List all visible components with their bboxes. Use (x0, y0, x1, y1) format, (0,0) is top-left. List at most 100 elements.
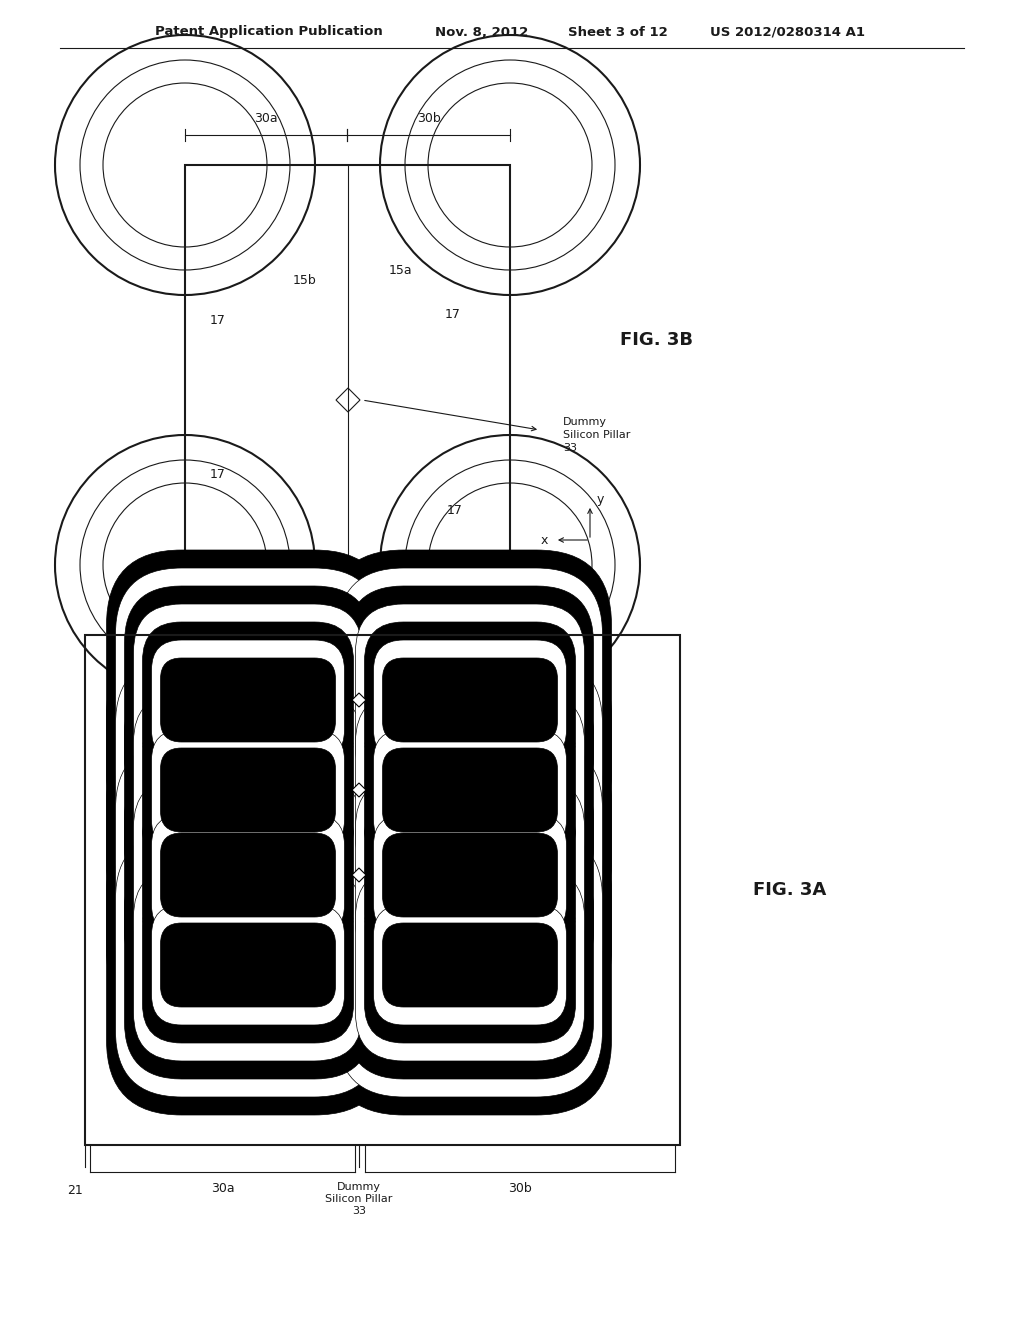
Text: 17: 17 (447, 503, 463, 516)
FancyBboxPatch shape (346, 586, 594, 814)
FancyBboxPatch shape (142, 622, 353, 777)
FancyBboxPatch shape (383, 748, 557, 832)
FancyBboxPatch shape (106, 725, 389, 1026)
FancyBboxPatch shape (116, 743, 381, 1007)
Text: 15b: 15b (113, 582, 123, 602)
FancyBboxPatch shape (142, 797, 353, 953)
Text: 15a: 15a (132, 582, 142, 602)
Text: 19b: 19b (454, 582, 464, 602)
Text: Patent Application Publication: Patent Application Publication (155, 25, 383, 38)
Polygon shape (352, 783, 366, 797)
FancyBboxPatch shape (152, 906, 344, 1026)
FancyBboxPatch shape (125, 676, 372, 904)
FancyBboxPatch shape (329, 725, 611, 1026)
FancyBboxPatch shape (355, 779, 585, 972)
Text: Dummy: Dummy (563, 417, 607, 426)
FancyBboxPatch shape (346, 851, 594, 1078)
Text: 18b: 18b (416, 582, 426, 602)
FancyBboxPatch shape (329, 640, 611, 940)
FancyBboxPatch shape (116, 833, 381, 1097)
FancyBboxPatch shape (374, 640, 566, 760)
Text: 18b: 18b (191, 582, 201, 602)
FancyBboxPatch shape (329, 814, 611, 1115)
Text: 18a: 18a (172, 582, 182, 602)
FancyBboxPatch shape (383, 923, 557, 1007)
Text: 30a: 30a (254, 112, 278, 125)
FancyBboxPatch shape (365, 887, 575, 1043)
FancyBboxPatch shape (338, 743, 602, 1007)
FancyBboxPatch shape (152, 730, 344, 850)
FancyBboxPatch shape (383, 657, 557, 742)
Text: x: x (541, 533, 548, 546)
FancyBboxPatch shape (133, 694, 362, 886)
Text: Nov. 8, 2012: Nov. 8, 2012 (435, 25, 528, 38)
Text: 19a: 19a (210, 582, 220, 602)
FancyBboxPatch shape (133, 869, 362, 1061)
Text: 30b: 30b (508, 1181, 531, 1195)
FancyBboxPatch shape (374, 730, 566, 850)
Text: FIG. 3B: FIG. 3B (620, 331, 693, 348)
FancyBboxPatch shape (374, 814, 566, 935)
FancyBboxPatch shape (355, 605, 585, 796)
Text: 15b: 15b (293, 273, 316, 286)
FancyBboxPatch shape (161, 748, 336, 832)
FancyBboxPatch shape (161, 833, 336, 917)
Text: 17: 17 (210, 314, 226, 326)
FancyBboxPatch shape (338, 657, 602, 921)
Text: 17: 17 (445, 309, 461, 322)
FancyBboxPatch shape (142, 711, 353, 869)
Text: 15b: 15b (340, 582, 350, 602)
FancyBboxPatch shape (133, 779, 362, 972)
Text: 33: 33 (352, 1206, 366, 1216)
FancyBboxPatch shape (116, 568, 381, 832)
FancyBboxPatch shape (161, 657, 336, 742)
Text: 17: 17 (378, 585, 388, 599)
FancyBboxPatch shape (346, 762, 594, 989)
Bar (85, 635, 680, 1144)
Text: 33: 33 (563, 444, 577, 453)
Text: US 2012/0280314 A1: US 2012/0280314 A1 (710, 25, 865, 38)
FancyBboxPatch shape (142, 887, 353, 1043)
Text: 15a: 15a (388, 264, 412, 276)
FancyBboxPatch shape (374, 906, 566, 1026)
Text: Dummy: Dummy (337, 1181, 381, 1192)
Text: Silicon Pillar: Silicon Pillar (326, 1195, 392, 1204)
Text: FIG. 3A: FIG. 3A (754, 880, 826, 899)
Text: 19a: 19a (435, 582, 445, 602)
Polygon shape (352, 869, 366, 882)
FancyBboxPatch shape (329, 550, 611, 850)
FancyBboxPatch shape (106, 640, 389, 940)
FancyBboxPatch shape (383, 833, 557, 917)
FancyBboxPatch shape (365, 622, 575, 777)
Text: y: y (596, 494, 604, 507)
FancyBboxPatch shape (116, 657, 381, 921)
FancyBboxPatch shape (161, 923, 336, 1007)
FancyBboxPatch shape (125, 586, 372, 814)
FancyBboxPatch shape (338, 568, 602, 832)
FancyBboxPatch shape (125, 762, 372, 989)
Bar (185, 165, 510, 565)
Text: 19b: 19b (229, 582, 239, 602)
FancyBboxPatch shape (346, 676, 594, 904)
FancyBboxPatch shape (365, 797, 575, 953)
Polygon shape (352, 693, 366, 708)
Text: 18a: 18a (397, 582, 407, 602)
FancyBboxPatch shape (106, 814, 389, 1115)
Text: 30a: 30a (211, 1181, 234, 1195)
FancyBboxPatch shape (355, 694, 585, 886)
Text: Silicon Pillar: Silicon Pillar (563, 430, 631, 440)
FancyBboxPatch shape (355, 869, 585, 1061)
FancyBboxPatch shape (152, 640, 344, 760)
Text: 30b: 30b (417, 112, 440, 125)
Bar (85, 635, 680, 1144)
FancyBboxPatch shape (125, 851, 372, 1078)
Text: 17: 17 (210, 469, 226, 482)
FancyBboxPatch shape (133, 605, 362, 796)
FancyBboxPatch shape (106, 550, 389, 850)
Text: Sheet 3 of 12: Sheet 3 of 12 (568, 25, 668, 38)
FancyBboxPatch shape (152, 814, 344, 935)
Bar (185, 165, 510, 565)
FancyBboxPatch shape (365, 711, 575, 869)
Text: 21: 21 (68, 1184, 83, 1196)
FancyBboxPatch shape (338, 833, 602, 1097)
